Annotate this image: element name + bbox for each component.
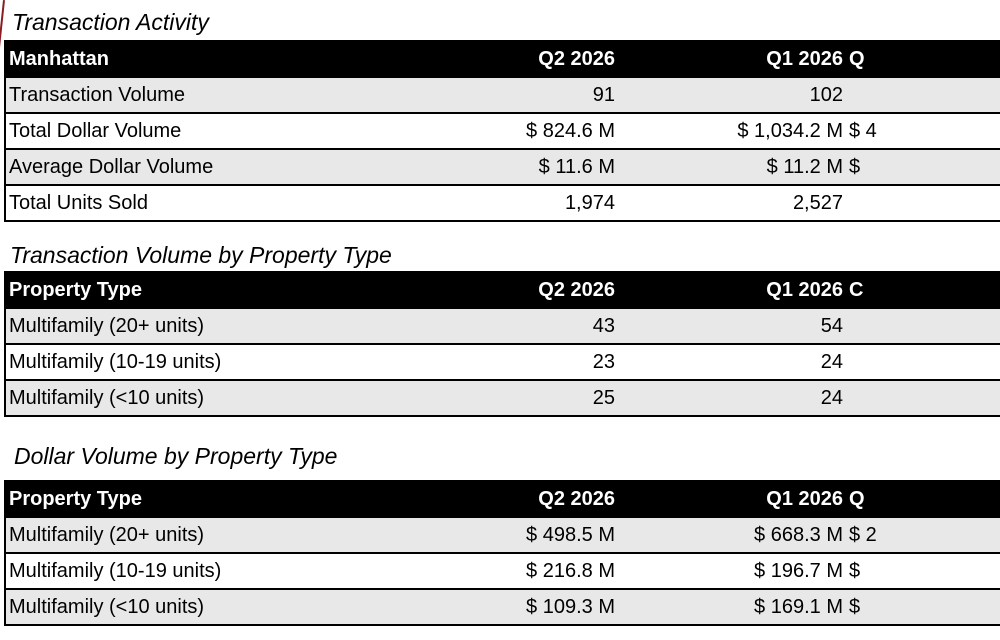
header-cell: Q2 2026 (411, 271, 617, 309)
header-cell: Q1 2026 (617, 480, 845, 518)
table-row: Multifamily (<10 units) $ 109.3 M $ 169.… (5, 589, 1000, 626)
row-label: Multifamily (20+ units) (5, 518, 411, 554)
cell-q2: 43 (411, 309, 617, 345)
row-label: Average Dollar Volume (5, 149, 411, 186)
section-title-transaction-activity: Transaction Activity (12, 9, 209, 35)
table-header-row: Manhattan Q2 2026 Q1 2026 Q (5, 40, 1000, 78)
table-row: Multifamily (10-19 units) $ 216.8 M $ 19… (5, 553, 1000, 590)
cell-q0 (845, 309, 1000, 345)
cell-q1: $ 196.7 M (617, 553, 845, 590)
cell-q1: 24 (617, 344, 845, 381)
header-cell: Q (845, 480, 1000, 518)
row-label: Multifamily (10-19 units) (5, 344, 411, 381)
header-cell: Manhattan (5, 40, 411, 78)
cell-q0: $ 4 (845, 113, 1000, 150)
header-cell: C (845, 271, 1000, 309)
cell-q0 (845, 78, 1000, 114)
transaction-volume-by-type-table: Property Type Q2 2026 Q1 2026 C Multifam… (4, 271, 1000, 417)
row-label: Multifamily (10-19 units) (5, 553, 411, 590)
cell-q1: $ 11.2 M (617, 149, 845, 186)
header-cell: Q (845, 40, 1000, 78)
cell-q0 (845, 344, 1000, 381)
section-title-transaction-volume-by-type: Transaction Volume by Property Type (10, 242, 392, 268)
table-row: Multifamily (20+ units) $ 498.5 M $ 668.… (5, 518, 1000, 554)
table-header-row: Property Type Q2 2026 Q1 2026 Q (5, 480, 1000, 518)
section-title-dollar-volume-by-type: Dollar Volume by Property Type (14, 443, 338, 469)
cell-q2: 91 (411, 78, 617, 114)
header-cell: Property Type (5, 480, 411, 518)
cell-q0: $ 2 (845, 518, 1000, 554)
cell-q2: $ 11.6 M (411, 149, 617, 186)
cell-q2: 25 (411, 380, 617, 417)
cell-q1: 24 (617, 380, 845, 417)
cell-q1: 54 (617, 309, 845, 345)
row-label: Multifamily (<10 units) (5, 380, 411, 417)
row-label: Multifamily (20+ units) (5, 309, 411, 345)
transaction-activity-table: Manhattan Q2 2026 Q1 2026 Q Transaction … (4, 40, 1000, 222)
table-row: Total Units Sold 1,974 2,527 (5, 185, 1000, 222)
table-row: Average Dollar Volume $ 11.6 M $ 11.2 M … (5, 149, 1000, 186)
header-cell: Q1 2026 (617, 271, 845, 309)
cell-q1: $ 668.3 M (617, 518, 845, 554)
cell-q1: 102 (617, 78, 845, 114)
cell-q0: $ (845, 553, 1000, 590)
cell-q1: 2,527 (617, 185, 845, 222)
cell-q2: 23 (411, 344, 617, 381)
cell-q0 (845, 380, 1000, 417)
row-label: Transaction Volume (5, 78, 411, 114)
cell-q1: $ 169.1 M (617, 589, 845, 626)
cell-q0: $ (845, 589, 1000, 626)
header-cell: Q2 2026 (411, 40, 617, 78)
header-cell: Q1 2026 (617, 40, 845, 78)
cell-q2: $ 216.8 M (411, 553, 617, 590)
cell-q0: $ (845, 149, 1000, 186)
row-label: Total Dollar Volume (5, 113, 411, 150)
table-row: Transaction Volume 91 102 (5, 78, 1000, 114)
row-label: Total Units Sold (5, 185, 411, 222)
table-row: Multifamily (<10 units) 25 24 (5, 380, 1000, 417)
table-row: Multifamily (10-19 units) 23 24 (5, 344, 1000, 381)
cell-q0 (845, 185, 1000, 222)
cell-q1: $ 1,034.2 M (617, 113, 845, 150)
cell-q2: $ 824.6 M (411, 113, 617, 150)
header-cell: Q2 2026 (411, 480, 617, 518)
header-cell: Property Type (5, 271, 411, 309)
row-label: Multifamily (<10 units) (5, 589, 411, 626)
table-header-row: Property Type Q2 2026 Q1 2026 C (5, 271, 1000, 309)
table-row: Multifamily (20+ units) 43 54 (5, 309, 1000, 345)
cell-q2: $ 109.3 M (411, 589, 617, 626)
cell-q2: $ 498.5 M (411, 518, 617, 554)
cell-q2: 1,974 (411, 185, 617, 222)
dollar-volume-by-type-table: Property Type Q2 2026 Q1 2026 Q Multifam… (4, 480, 1000, 626)
table-row: Total Dollar Volume $ 824.6 M $ 1,034.2 … (5, 113, 1000, 150)
